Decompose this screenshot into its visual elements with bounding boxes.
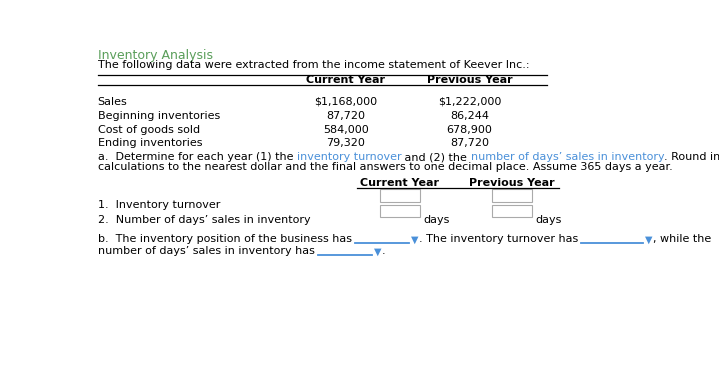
Text: 87,720: 87,720 [326, 111, 365, 121]
Text: 1.  Inventory turnover: 1. Inventory turnover [98, 200, 220, 210]
Text: ▼: ▼ [374, 247, 381, 257]
Text: number of days’ sales in inventory: number of days’ sales in inventory [471, 152, 664, 162]
Text: 79,320: 79,320 [326, 138, 365, 149]
Bar [492, 189, 532, 202]
Text: Cost of goods sold: Cost of goods sold [98, 124, 200, 135]
Text: inventory turnover: inventory turnover [297, 152, 401, 162]
Text: $1,168,000: $1,168,000 [314, 97, 377, 107]
Text: 86,244: 86,244 [450, 111, 489, 121]
Text: $1,222,000: $1,222,000 [438, 97, 501, 107]
Text: Beginning inventories: Beginning inventories [98, 111, 220, 121]
Text: Previous Year: Previous Year [470, 178, 555, 188]
Text: Ending inventories: Ending inventories [98, 138, 202, 149]
Text: Current Year: Current Year [306, 75, 385, 85]
Text: days: days [536, 215, 562, 225]
Text: number of days’ sales in inventory has: number of days’ sales in inventory has [98, 246, 318, 256]
Bar [492, 205, 532, 217]
Text: Sales: Sales [98, 97, 127, 107]
Text: Inventory Analysis: Inventory Analysis [98, 49, 213, 62]
Text: Previous Year: Previous Year [427, 75, 513, 85]
Text: b.  The inventory position of the business has: b. The inventory position of the busines… [98, 234, 355, 244]
Text: 87,720: 87,720 [450, 138, 489, 149]
Text: The following data were extracted from the income statement of Keever Inc.:: The following data were extracted from t… [98, 60, 529, 70]
Text: . The inventory turnover has: . The inventory turnover has [418, 234, 582, 244]
Text: .: . [382, 246, 385, 256]
Text: . Round interim: . Round interim [664, 152, 719, 162]
Bar [380, 205, 420, 217]
Text: 584,000: 584,000 [323, 124, 369, 135]
Text: Current Year: Current Year [360, 178, 439, 188]
Text: 678,900: 678,900 [446, 124, 493, 135]
Text: and (2) the: and (2) the [401, 152, 471, 162]
Text: 2.  Number of days’ sales in inventory: 2. Number of days’ sales in inventory [98, 215, 311, 225]
Text: ▼: ▼ [645, 234, 652, 245]
Text: ▼: ▼ [411, 234, 418, 245]
Text: , while the: , while the [653, 234, 711, 244]
Text: a.  Determine for each year (1) the: a. Determine for each year (1) the [98, 152, 297, 162]
Bar [380, 189, 420, 202]
Text: days: days [423, 215, 449, 225]
Text: calculations to the nearest dollar and the final answers to one decimal place. A: calculations to the nearest dollar and t… [98, 162, 672, 172]
